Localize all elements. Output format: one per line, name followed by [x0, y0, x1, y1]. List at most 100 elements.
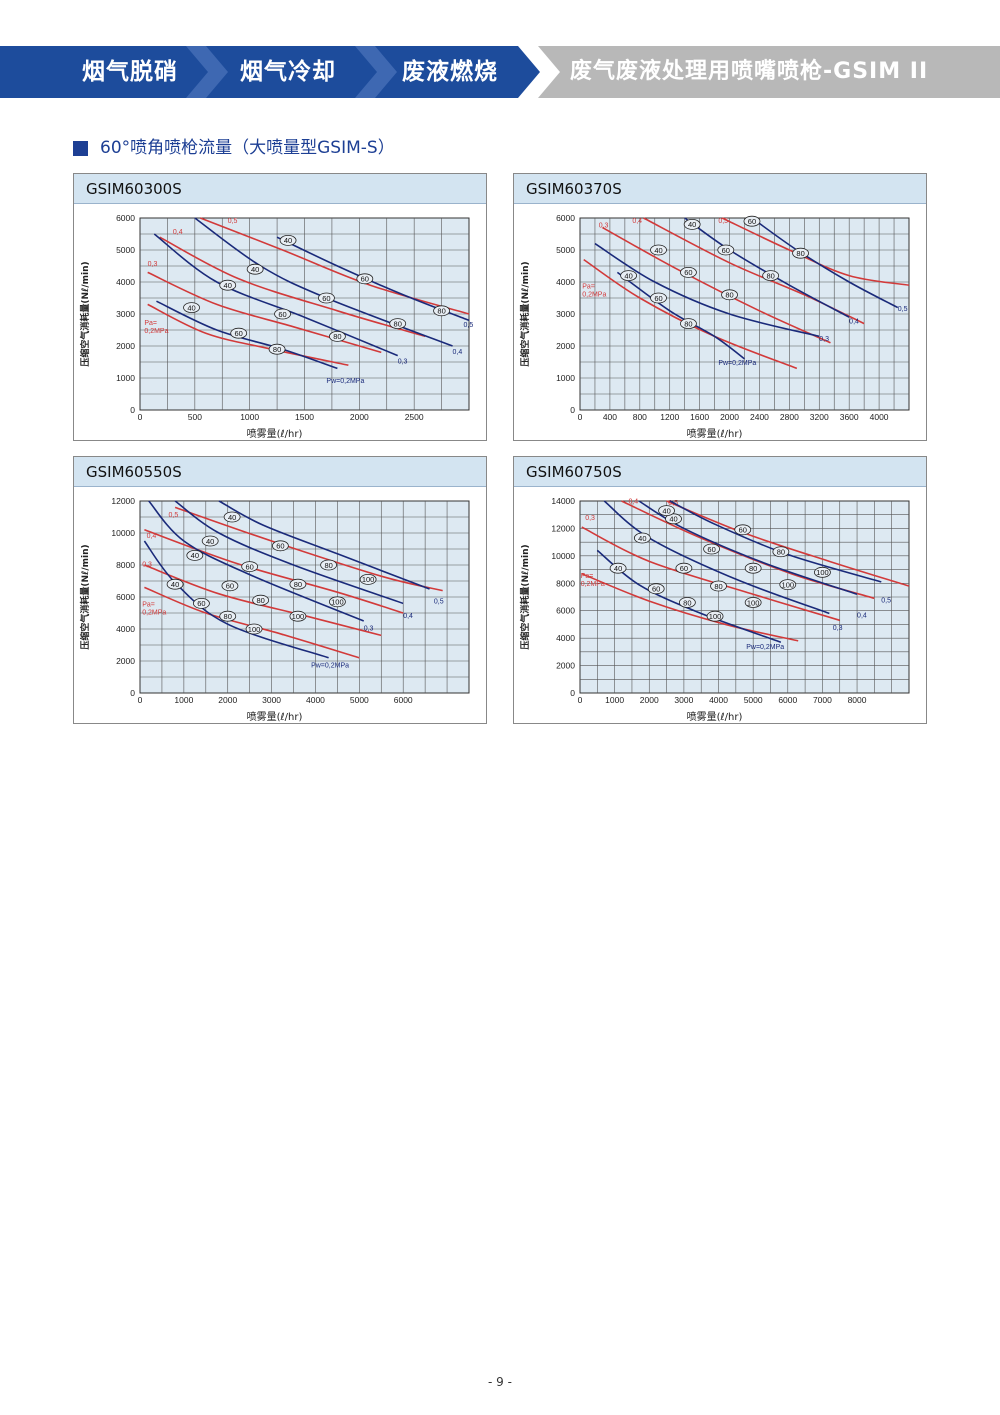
series-line: [603, 500, 830, 615]
marker-label: 40: [191, 551, 199, 560]
series-marker: [779, 579, 797, 591]
marker-label: 100: [782, 580, 795, 589]
series-label: 0,4: [857, 613, 867, 620]
series-marker: [620, 270, 638, 281]
marker-label: 60: [197, 599, 205, 608]
x-tick-label: 2000: [640, 695, 659, 705]
x-tick-label: 1000: [174, 695, 193, 705]
panel-title: GSIM60550S: [86, 463, 182, 481]
series-label: 0,5: [228, 218, 238, 225]
y-tick-label: 4000: [116, 277, 135, 287]
y-tick-label: 8000: [116, 560, 135, 570]
series-label: 0,5: [718, 218, 728, 225]
series-marker: [241, 561, 259, 572]
series-line: [143, 540, 329, 659]
series-marker: [647, 583, 665, 595]
panel-title: GSIM60750S: [526, 463, 622, 481]
marker-label: 40: [224, 281, 232, 290]
marker-label: 40: [614, 564, 622, 573]
marker-label: 100: [248, 625, 261, 634]
series-marker: [246, 263, 264, 275]
series-marker: [433, 305, 450, 317]
x-tick-label: 1200: [660, 412, 679, 422]
x-tick-label: 0: [138, 412, 143, 422]
flow-chart: 0 1000 2000 3000 4000 5000 6000 7000 8000 0 2000 40…: [519, 496, 910, 723]
series-label: 0,2MPa: [581, 581, 605, 588]
series-line: [602, 226, 831, 344]
series-label: 0,5: [464, 322, 474, 329]
series-marker: [271, 540, 289, 552]
series-marker: [665, 513, 682, 525]
series-marker: [356, 273, 374, 285]
panel-header: GSIM60370S: [514, 174, 926, 204]
nav-item-denitration[interactable]: 烟气脱硝: [82, 59, 178, 85]
series-line: [638, 500, 858, 596]
series-label: 0,3: [599, 223, 609, 230]
series-marker: [743, 215, 761, 227]
marker-label: 40: [206, 537, 214, 546]
marker-label: 80: [766, 271, 774, 280]
x-tick-label: 1600: [690, 412, 709, 422]
marker-label: 80: [714, 582, 722, 591]
y-axis-label: 压缩空气消耗量(Nℓ/min): [79, 261, 91, 366]
series-label: 0,3: [364, 626, 374, 633]
marker-label: 80: [324, 561, 332, 570]
panel-title: GSIM60300S: [86, 180, 182, 198]
nav-item-waste-liquid[interactable]: 废液燃烧: [402, 59, 498, 85]
marker-label: 60: [707, 545, 715, 554]
y-tick-label: 6000: [556, 606, 575, 616]
marker-label: 100: [362, 575, 375, 584]
nav-item-current[interactable]: 废气废液处理用喷嘴喷枪-GSIM II: [570, 59, 929, 84]
marker-label: 80: [683, 598, 691, 607]
x-tick-label: 2500: [405, 412, 424, 422]
panel-header: GSIM60750S: [514, 457, 926, 487]
series-line: [200, 217, 470, 315]
marker-label: 60: [278, 310, 286, 319]
x-tick-label: 8000: [848, 695, 867, 705]
series-line: [144, 529, 404, 614]
chart-panel: GSIM60550S 0 1000 2000 3000 4000 5000 6000 0 200…: [73, 456, 487, 724]
y-tick-label: 1000: [116, 373, 135, 383]
series-marker: [389, 318, 407, 329]
nav-item-cooling[interactable]: 烟气冷却: [240, 59, 336, 85]
series-line: [156, 300, 338, 370]
series-marker: [710, 580, 727, 592]
y-tick-label: 5000: [116, 245, 135, 255]
y-tick-label: 4000: [556, 633, 575, 643]
marker-label: 40: [662, 506, 670, 515]
series-label: 0,4: [147, 533, 157, 540]
marker-label: 80: [796, 249, 804, 258]
series-label: 0,4: [453, 349, 463, 356]
series-marker: [678, 597, 696, 608]
page-number: - 9 -: [488, 1375, 512, 1389]
marker-label: 40: [638, 534, 646, 543]
x-tick-label: 6000: [778, 695, 797, 705]
marker-label: 80: [725, 291, 733, 300]
series-label: 0,5: [169, 512, 179, 519]
series-marker: [274, 308, 291, 320]
series-marker: [219, 279, 237, 291]
series-label: Pa=: [144, 320, 157, 327]
y-tick-label: 0: [130, 688, 135, 698]
series-label: Pa=: [582, 283, 595, 290]
marker-label: 60: [684, 268, 692, 277]
series-line: [594, 242, 820, 338]
series-marker: [359, 574, 377, 585]
x-tick-label: 2400: [750, 412, 769, 422]
series-marker: [166, 578, 184, 590]
y-tick-label: 6000: [556, 213, 575, 223]
flow-chart: 0 500 1000 1500 2000 2500 0 1000 2000 3000 4000 500…: [79, 213, 474, 440]
series-line: [684, 217, 850, 318]
x-tick-label: 400: [603, 412, 617, 422]
series-line: [144, 586, 360, 659]
series-label: Pa=: [142, 602, 155, 609]
series-line: [159, 236, 426, 338]
series-marker: [289, 578, 307, 590]
marker-label: 60: [652, 585, 660, 594]
y-axis-label: 压缩空气消耗量(Nℓ/min): [79, 544, 91, 649]
header-nav: 烟气脱硝 烟气冷却 废液燃烧 废气废液处理用喷嘴喷枪-GSIM II: [0, 46, 1000, 98]
marker-label: 60: [276, 542, 284, 551]
y-tick-label: 0: [570, 688, 575, 698]
marker-label: 60: [235, 329, 243, 338]
series-marker: [268, 343, 286, 355]
